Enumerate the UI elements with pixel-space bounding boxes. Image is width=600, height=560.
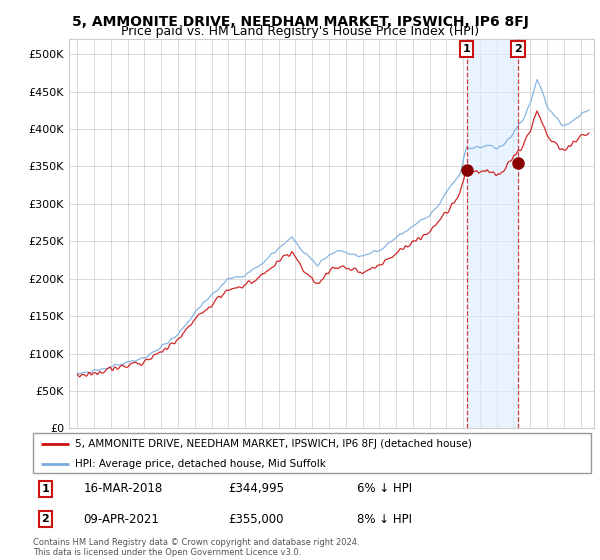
Bar <box>467 39 518 428</box>
Text: 2: 2 <box>514 44 522 54</box>
Text: 16-MAR-2018: 16-MAR-2018 <box>83 482 163 496</box>
Text: Price paid vs. HM Land Registry's House Price Index (HPI): Price paid vs. HM Land Registry's House … <box>121 25 479 38</box>
Text: 1: 1 <box>463 44 470 54</box>
FancyBboxPatch shape <box>33 433 591 473</box>
Text: 5, AMMONITE DRIVE, NEEDHAM MARKET, IPSWICH, IP6 8FJ (detached house): 5, AMMONITE DRIVE, NEEDHAM MARKET, IPSWI… <box>75 439 472 449</box>
Text: 6% ↓ HPI: 6% ↓ HPI <box>356 482 412 496</box>
Text: Contains HM Land Registry data © Crown copyright and database right 2024.
This d: Contains HM Land Registry data © Crown c… <box>33 538 359 557</box>
Text: HPI: Average price, detached house, Mid Suffolk: HPI: Average price, detached house, Mid … <box>75 459 326 469</box>
Text: 5, AMMONITE DRIVE, NEEDHAM MARKET, IPSWICH, IP6 8FJ: 5, AMMONITE DRIVE, NEEDHAM MARKET, IPSWI… <box>71 15 529 29</box>
Text: 1: 1 <box>41 484 49 494</box>
Text: 09-APR-2021: 09-APR-2021 <box>83 512 159 526</box>
Text: 2: 2 <box>41 514 49 524</box>
Text: £344,995: £344,995 <box>229 482 284 496</box>
Text: £355,000: £355,000 <box>229 512 284 526</box>
Text: 8% ↓ HPI: 8% ↓ HPI <box>356 512 412 526</box>
